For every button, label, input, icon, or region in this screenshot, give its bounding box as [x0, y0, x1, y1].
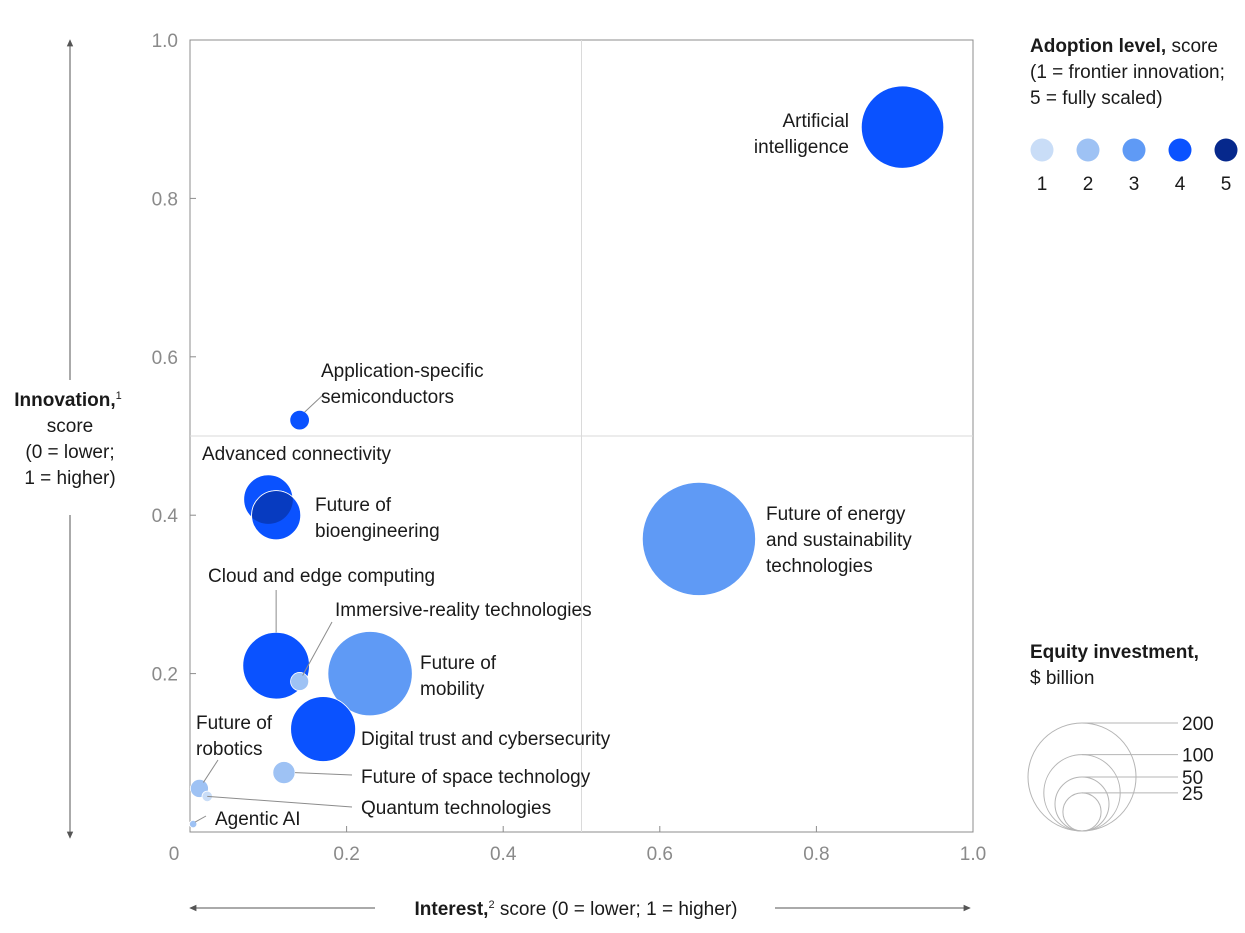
adoption-swatches: 1 2 3 4 5 — [1030, 138, 1238, 195]
bubble-label: semiconductors — [321, 387, 454, 408]
bubble-label: Advanced connectivity — [202, 444, 392, 465]
bubble-labels: Artificial intelligence Application-specif… — [196, 111, 912, 830]
x-axis-title-rest: score (0 = lower; 1 = higher) — [495, 899, 738, 920]
bubble-label: Cloud and edge computing — [208, 566, 435, 587]
x-tick-label: 0.2 — [333, 844, 359, 865]
bubble-label: Future of — [196, 713, 273, 734]
bubble — [860, 85, 945, 169]
bubble-label: Application-specific — [321, 361, 484, 382]
bubble-overlap — [251, 490, 293, 524]
size-legend-label: 100 — [1182, 746, 1214, 767]
bubble-label: Future of energy — [766, 504, 906, 525]
adoption-swatch — [1076, 138, 1100, 162]
y-tick-label: 0.4 — [152, 506, 179, 527]
bubble-label: intelligence — [754, 137, 849, 158]
y-axis-title-line2: (0 = lower; — [25, 442, 114, 463]
x-axis-title-sup: 2 — [488, 899, 494, 911]
bubble-label: and sustainability — [766, 530, 912, 551]
y-tick-label: 0.6 — [152, 348, 178, 369]
x-tick-label: 0.8 — [803, 844, 829, 865]
adoption-swatch — [1122, 138, 1146, 162]
svg-text:Adoption level, score: Adoption level, score — [1030, 36, 1218, 57]
y-axis-title-line3: 1 = higher) — [24, 468, 115, 489]
bubble-label: bioengineering — [315, 521, 440, 542]
bubble-label: technologies — [766, 556, 873, 577]
adoption-swatch-label: 1 — [1037, 174, 1048, 195]
bubble — [290, 672, 310, 691]
plot-frame — [189, 39, 974, 833]
bubbles — [189, 85, 945, 829]
x-tick-label: 0.6 — [647, 844, 673, 865]
adoption-swatch-label: 4 — [1175, 174, 1186, 195]
bubble-label: Future of — [315, 495, 392, 516]
x-tick-label: 0.4 — [490, 844, 517, 865]
bubble-label: Artificial — [782, 111, 849, 132]
bubble-label: mobility — [420, 679, 485, 700]
x-tick-label: 1.0 — [960, 844, 986, 865]
investment-legend-subtitle: $ billion — [1030, 668, 1094, 689]
adoption-swatch-label: 5 — [1221, 174, 1232, 195]
y-tick-label: 0.2 — [152, 665, 178, 686]
size-legend-circle — [1054, 776, 1110, 832]
bubble — [327, 631, 413, 717]
x-axis-title: Interest,2 score (0 = lower; 1 = higher) — [189, 899, 971, 920]
leader-line — [304, 392, 326, 413]
leader-line — [302, 621, 333, 676]
adoption-legend-title-bold: Adoption level, — [1030, 36, 1166, 57]
size-legend-label: 50 — [1182, 768, 1203, 789]
adoption-swatch-label: 3 — [1129, 174, 1140, 195]
bubble — [289, 409, 310, 431]
bubble-label: Agentic AI — [215, 809, 301, 830]
y-tick-label: 0.8 — [152, 189, 178, 210]
bubble-label: Quantum technologies — [361, 798, 551, 819]
adoption-swatch-label: 2 — [1083, 174, 1094, 195]
y-axis-title: Innovation,1 score (0 = lower; 1 = highe… — [14, 39, 122, 839]
size-legend-label: 200 — [1182, 714, 1214, 735]
size-legend-label: 25 — [1182, 784, 1203, 805]
x-axis-title-bold: Interest, — [415, 899, 489, 920]
bubble — [272, 761, 296, 785]
adoption-swatch — [1168, 138, 1192, 162]
bubble-label: Future of space technology — [361, 767, 591, 788]
leader-line — [207, 795, 353, 808]
leader-line — [194, 815, 207, 823]
svg-text:Innovation,1: Innovation,1 — [14, 390, 121, 411]
bubble-label: Digital trust and cybersecurity — [361, 729, 611, 750]
y-tick-label: 1.0 — [152, 31, 178, 52]
axis-ticks: 0 0.2 0.4 0.6 0.8 1.0 0.2 0.4 0.6 0.8 1.0 — [152, 31, 987, 865]
svg-text:Interest,2 score (0 = lower; 1: Interest,2 score (0 = lower; 1 = higher) — [415, 899, 738, 920]
size-legend-circle — [1062, 792, 1102, 832]
adoption-legend-title-rest: score — [1166, 36, 1218, 57]
leader-lines — [194, 392, 353, 823]
adoption-legend-sub-2: 5 = fully scaled) — [1030, 88, 1163, 109]
bubble — [189, 819, 198, 829]
bubble-label: Immersive-reality technologies — [335, 600, 592, 621]
bubble-label: robotics — [196, 739, 263, 760]
y-axis-title-bold: Innovation, — [14, 390, 115, 411]
leader-line — [202, 759, 219, 783]
y-axis-title-line1: score — [47, 416, 93, 437]
investment-legend-title: Equity investment, — [1030, 642, 1199, 663]
adoption-legend-sub-1: (1 = frontier innovation; — [1030, 62, 1225, 83]
bubble-label: Future of — [420, 653, 497, 674]
x-tick-label: 0 — [169, 844, 180, 865]
bubble — [641, 481, 756, 596]
bubble — [290, 696, 356, 762]
y-axis-title-sup: 1 — [116, 390, 122, 402]
adoption-swatch — [1030, 138, 1054, 162]
adoption-swatch — [1214, 138, 1238, 162]
adoption-legend: Adoption level, score (1 = frontier inno… — [1030, 36, 1238, 195]
leader-line — [295, 772, 353, 776]
